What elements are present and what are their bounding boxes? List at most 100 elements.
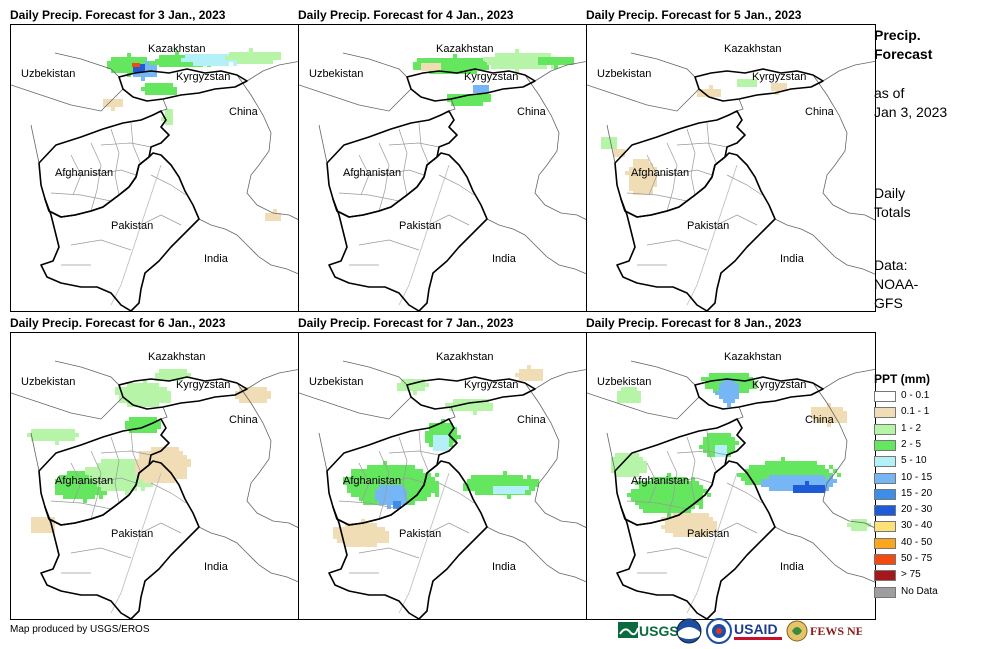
pakistan-border	[328, 460, 488, 619]
legend-label: 30 - 40	[901, 520, 933, 532]
legend-swatch	[874, 554, 896, 565]
map-canvas	[11, 48, 299, 311]
legend-label: 2 - 5	[901, 438, 922, 450]
label-uzbekistan: Uzbekistan	[21, 376, 76, 388]
label-afghanistan: Afghanistan	[631, 475, 690, 487]
river-line	[110, 472, 162, 614]
neighbor-borders	[587, 360, 875, 583]
sidebar-daily-line1: Daily	[874, 185, 906, 201]
legend-item: 1 - 2	[874, 423, 974, 437]
sidebar-title-line2: Forecast	[874, 46, 933, 62]
river-line	[110, 164, 162, 306]
legend-swatch	[874, 407, 896, 419]
legend-label: 1 - 2	[901, 422, 922, 434]
legend-item: 0.1 - 1	[874, 406, 974, 420]
legend-swatch	[874, 586, 896, 598]
label-pakistan: Pakistan	[399, 220, 442, 232]
legend-label: No Data	[901, 585, 938, 597]
sidebar-daily-line2: Totals	[874, 204, 911, 220]
map-canvas	[299, 360, 587, 619]
neighbor-borders	[11, 52, 299, 275]
kyrgyzstan-border	[406, 68, 536, 102]
svg-text:USGS: USGS	[639, 623, 678, 639]
map-canvas	[587, 360, 875, 619]
legend-label: 15 - 20	[901, 487, 933, 499]
kyrgyzstan-border	[118, 68, 248, 102]
legend-item: 20 - 30	[874, 504, 974, 518]
svg-text:FEWS NET: FEWS NET	[810, 624, 862, 638]
label-kyrgyzstan: Kyrgyzstan	[752, 379, 807, 391]
precip-layer	[27, 369, 271, 533]
pakistan-border	[616, 152, 776, 311]
legend-item: 5 - 10	[874, 455, 974, 469]
label-india: India	[492, 253, 516, 265]
label-afghanistan: Afghanistan	[631, 167, 690, 179]
label-kazakhstan: Kazakhstan	[724, 43, 782, 55]
precip-layer	[611, 373, 871, 537]
province-lines	[50, 430, 187, 574]
label-pakistan: Pakistan	[687, 528, 730, 540]
panel-title: Daily Precip. Forecast for 3 Jan., 2023	[10, 8, 226, 22]
legend-item: 0 - 0.1	[874, 390, 974, 404]
label-kyrgyzstan: Kyrgyzstan	[176, 379, 231, 391]
neighbor-borders	[299, 360, 587, 583]
label-afghanistan: Afghanistan	[343, 475, 402, 487]
legend-swatch	[874, 391, 896, 402]
credit-text: Map produced by USGS/EROS	[10, 624, 150, 635]
usaid-logo: USAID	[734, 621, 782, 640]
noaa-logo	[676, 618, 702, 644]
legend-title: PPT (mm)	[874, 372, 931, 386]
precip-map: Kazakhstan Uzbekistan Kyrgyzstan China Afgha…	[298, 332, 588, 620]
legend-swatch	[874, 423, 896, 435]
kyrgyzstan-border	[118, 376, 248, 410]
river-line	[686, 472, 738, 614]
precip-map: Kazakhstan Uzbekistan Kyrgyzstan China Afgha…	[586, 332, 876, 620]
legend-swatch	[874, 488, 896, 500]
fews-net-logo: FEWS NET	[786, 620, 862, 642]
legend-swatch	[874, 456, 896, 468]
legend-item: 40 - 50	[874, 537, 974, 551]
map-canvas	[11, 360, 299, 619]
map-canvas	[587, 52, 875, 311]
label-india: India	[204, 561, 228, 573]
label-uzbekistan: Uzbekistan	[597, 376, 652, 388]
label-pakistan: Pakistan	[399, 528, 442, 540]
label-afghanistan: Afghanistan	[55, 167, 114, 179]
precip-map: Kazakhstan Uzbekistan Kyrgyzstan China Afgha…	[10, 332, 300, 620]
panel-title: Daily Precip. Forecast for 8 Jan., 2023	[586, 316, 802, 330]
label-kazakhstan: Kazakhstan	[436, 351, 494, 363]
legend-label: 0 - 0.1	[901, 390, 930, 401]
label-kazakhstan: Kazakhstan	[436, 43, 494, 55]
label-india: India	[492, 561, 516, 573]
label-kazakhstan: Kazakhstan	[148, 43, 206, 55]
label-india: India	[204, 253, 228, 265]
label-kyrgyzstan: Kyrgyzstan	[752, 71, 807, 83]
sidebar-data-line1: Data:	[874, 257, 908, 273]
label-uzbekistan: Uzbekistan	[309, 68, 364, 80]
precip-layer	[413, 49, 574, 106]
neighbor-borders	[11, 360, 299, 583]
label-kyrgyzstan: Kyrgyzstan	[464, 71, 519, 83]
sidebar-data-line2: NOAA-	[874, 276, 919, 292]
label-kyrgyzstan: Kyrgyzstan	[464, 379, 519, 391]
legend-label: 40 - 50	[901, 536, 933, 548]
afghanistan-border	[38, 110, 170, 218]
kyrgyzstan-border	[694, 376, 824, 410]
legend-item: 2 - 5	[874, 439, 974, 453]
legend-item: 10 - 15	[874, 472, 974, 486]
label-kazakhstan: Kazakhstan	[724, 351, 782, 363]
neighbor-borders	[587, 52, 875, 275]
legend-item: 30 - 40	[874, 520, 974, 534]
legend-item: No Data	[874, 586, 974, 600]
label-afghanistan: Afghanistan	[343, 167, 402, 179]
label-uzbekistan: Uzbekistan	[597, 68, 652, 80]
panel-title: Daily Precip. Forecast for 4 Jan., 2023	[298, 8, 514, 22]
label-pakistan: Pakistan	[687, 220, 730, 232]
usgs-logo: USGS	[618, 622, 678, 639]
legend-item: 15 - 20	[874, 488, 974, 502]
legend-swatch	[874, 570, 896, 582]
precip-layer	[333, 365, 543, 547]
legend-label: 5 - 10	[901, 455, 927, 467]
panel-title: Daily Precip. Forecast for 5 Jan., 2023	[586, 8, 802, 22]
label-kyrgyzstan: Kyrgyzstan	[176, 71, 231, 83]
